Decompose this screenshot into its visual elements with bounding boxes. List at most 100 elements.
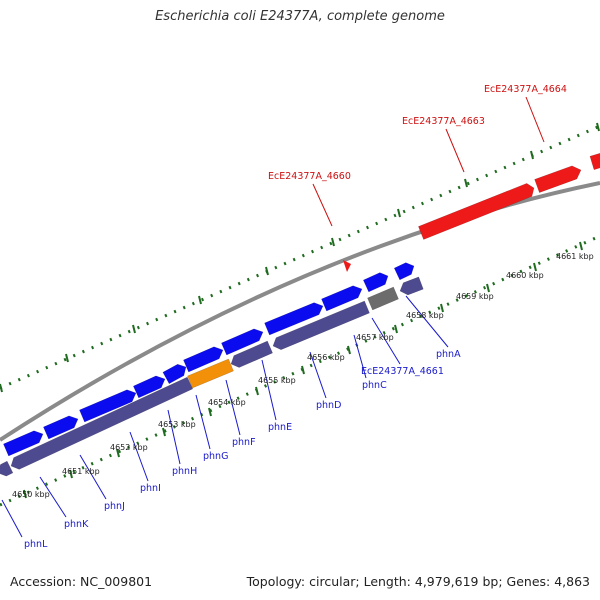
cds-forward [3,430,44,457]
topology-text: Topology: circular; Length: 4,979,619 bp… [246,574,590,589]
red-feature [589,152,600,171]
red-feature [534,165,582,193]
gene-label: phnD [316,400,341,411]
cds-reverse [10,376,194,470]
major-tick [208,407,212,417]
major-tick [596,122,600,132]
red-feature-label: EcE24377A_4663 [402,116,485,127]
gene-label: phnH [172,466,197,477]
kbp-label: 4653 kbp [158,420,196,429]
gene-connector [261,359,277,421]
major-tick [23,489,27,499]
major-tick [162,427,166,437]
major-tick [331,237,335,247]
gene-label: phnL [24,539,48,550]
tick-line-outer [0,124,600,390]
kbp-label: 4655 kbp [258,376,296,385]
major-tick [397,208,401,218]
major-tick [132,324,136,334]
major-tick [486,283,490,293]
red-connector [525,96,545,143]
kbp-label: 4658 kbp [406,311,444,320]
cds-highlight [187,358,234,389]
gene-connector [371,317,401,365]
cds-reverse [272,300,370,350]
major-tick [255,386,259,396]
major-tick [464,178,468,188]
red-marker-triangle [343,260,351,272]
cds-forward [133,375,166,399]
red-feature-label: EcE24377A_4664 [484,84,567,95]
label-connectors [1,96,545,538]
major-tick [0,383,3,393]
cds-reverse [230,340,273,368]
gene-label: phnI [140,483,161,494]
red-connector [445,128,465,173]
red-feature-labels: EcE24377A_4660 EcE24377A_4663 EcE24377A_46… [268,84,567,182]
kbp-label: 4650 kbp [12,490,50,499]
gene-connector [167,409,181,465]
gene-label: phnG [203,451,228,462]
gene-connector [129,431,149,482]
kbp-label: 4652 kbp [110,443,148,452]
major-tick [301,365,305,375]
gene-connector [405,295,449,348]
cds-pseudo [367,286,399,311]
major-tick [347,345,351,355]
gene-label: phnK [64,519,89,530]
cds-forward [43,415,79,440]
inner-tick-ring [0,234,600,507]
gene-connector [353,334,367,379]
cds-forward [221,328,264,356]
cds-forward [264,302,324,336]
gene-label: EcE24377A_4661 [361,366,444,377]
cds-forward [393,262,415,281]
cds-forward [162,363,187,385]
gene-labels: phnL phnK phnJ phnI phnH phnG phnF phnE phnD phnC… [24,349,461,550]
cds-forward [321,285,363,312]
major-tick [530,150,534,160]
kbp-label: 4656 kbp [307,353,345,362]
major-tick [65,353,69,363]
gene-label: phnJ [104,501,125,512]
cds-reverse [399,276,424,296]
outer-tick-ring [0,122,600,393]
kbp-label: 4659 kbp [456,292,494,301]
major-tick [69,469,73,479]
kbp-labels: 4650 kbp 4651 kbp 4652 kbp 4653 kbp 4654 kbp… [12,252,594,499]
gene-connector [39,476,67,518]
gene-label: phnC [362,380,387,391]
cds-forward [79,389,137,423]
major-tick [198,295,202,305]
red-feature [418,183,535,240]
major-tick [265,266,269,276]
gene-label: phnF [232,437,256,448]
gene-connector [225,379,241,436]
kbp-label: 4657 kbp [356,333,394,342]
map-title: Escherichia coli E24377A, complete genom… [155,9,445,24]
major-tick [394,324,398,334]
major-tick [440,303,444,313]
red-connector [312,183,333,227]
cds-forward [362,272,389,293]
gene-connector [1,499,23,538]
cds-forward [183,346,224,373]
kbp-label: 4661 kbp [556,252,594,261]
gene-connector [79,454,107,500]
feature-tracks [0,152,600,477]
gene-label: phnE [268,422,292,433]
major-tick [116,448,120,458]
cds-reverse [0,460,14,477]
major-tick [533,262,537,272]
major-tick [579,241,583,251]
accession-text: Accession: NC_009801 [10,574,153,589]
kbp-label: 4660 kbp [506,271,544,280]
gene-connector [195,394,211,450]
genome-backbone [0,181,600,442]
kbp-label: 4654 kbp [208,398,246,407]
gene-connector [309,351,327,399]
kbp-label: 4651 kbp [62,467,100,476]
gene-label: phnA [436,349,461,360]
red-feature-label: EcE24377A_4660 [268,171,351,182]
